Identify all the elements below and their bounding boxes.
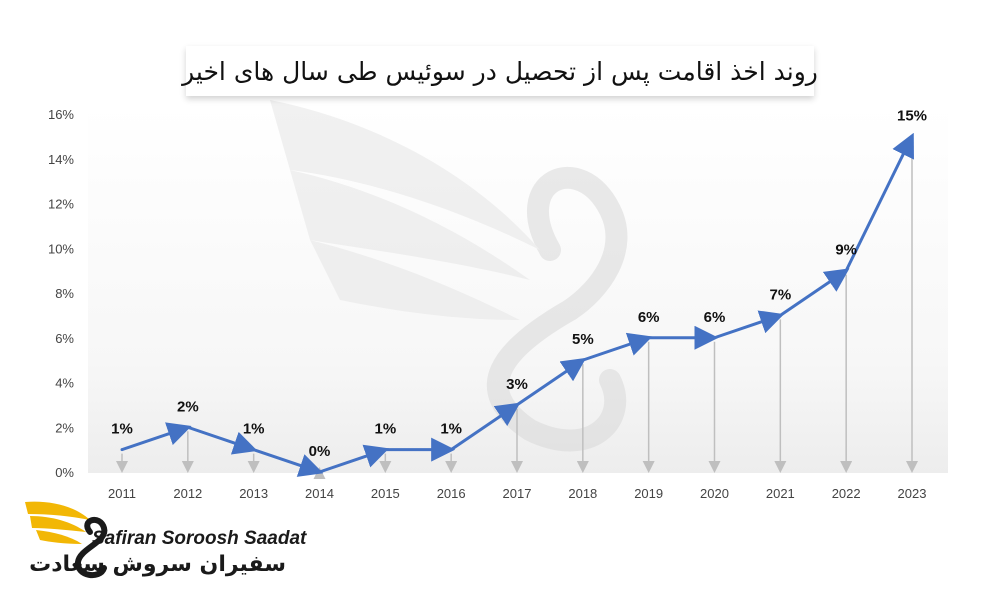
data-point: [186, 425, 190, 429]
brand-name-persian: سفیران سروش سعادت: [29, 552, 286, 577]
data-point: [515, 403, 519, 407]
brand-name-english: Safiran Soroosh Saadat: [92, 528, 307, 549]
x-tick-label: 2015: [371, 486, 400, 501]
data-label: 9%: [835, 242, 857, 259]
x-tick-label: 2018: [568, 486, 597, 501]
data-point: [778, 313, 782, 317]
x-tick-label: 2023: [898, 486, 927, 501]
x-tick-label: 2022: [832, 486, 861, 501]
x-tick-label: 2021: [766, 486, 795, 501]
series-line-segment: [844, 132, 914, 272]
x-tick-label: 2020: [700, 486, 729, 501]
data-point: [910, 134, 914, 138]
data-label: 2%: [177, 398, 199, 415]
chart-title: روند اخذ اقامت پس از تحصیل در سوئیس طی س…: [182, 56, 818, 86]
data-point: [120, 448, 124, 452]
y-tick-label: 8%: [55, 286, 74, 301]
data-label: 5%: [572, 331, 594, 348]
data-point: [318, 470, 321, 474]
series-line-segment: [516, 357, 587, 407]
data-label: 15%: [897, 107, 927, 124]
data-label: 6%: [704, 309, 726, 326]
x-tick-label: 2013: [239, 486, 268, 501]
data-label: 3%: [506, 376, 528, 393]
series-line-segment: [779, 268, 850, 317]
x-tick-label: 2016: [437, 486, 466, 501]
y-tick-label: 16%: [48, 107, 74, 122]
series-line-segment: [319, 444, 390, 474]
chart-title-box: روند اخذ اقامت پس از تحصیل در سوئیس طی س…: [182, 46, 818, 96]
series-line-segment: [253, 448, 324, 477]
x-tick-label: 2011: [108, 486, 136, 501]
data-label: 1%: [374, 421, 396, 438]
data-point: [844, 269, 848, 273]
data-point: [252, 448, 256, 452]
data-label: 1%: [440, 421, 462, 438]
y-tick-label: 2%: [55, 420, 74, 435]
data-label: 7%: [769, 286, 791, 303]
data-point: [713, 336, 716, 340]
y-tick-label: 4%: [55, 376, 74, 391]
series-line-segment: [187, 425, 258, 455]
data-point: [581, 358, 585, 362]
y-tick-label: 14%: [48, 152, 74, 167]
data-point: [383, 448, 387, 452]
data-label: 0%: [309, 443, 331, 460]
x-tick-label: 2017: [503, 486, 532, 501]
series-line-segment: [450, 402, 521, 451]
y-tick-label: 10%: [48, 241, 74, 256]
y-tick-label: 0%: [55, 465, 74, 480]
data-label: 1%: [243, 421, 265, 438]
series-line-segment: [714, 310, 785, 340]
x-tick-label: 2014: [305, 486, 334, 501]
series-line-segment: [121, 422, 192, 452]
x-tick-label: 2012: [173, 486, 202, 501]
x-tick-label: 2019: [634, 486, 663, 501]
series-line-segment: [582, 332, 653, 362]
data-label: 1%: [111, 421, 133, 438]
data-point: [449, 448, 453, 452]
watermark-bird-logo: [270, 100, 628, 452]
brand-logo: [25, 501, 108, 579]
data-point: [647, 336, 651, 340]
data-label: 6%: [638, 309, 660, 326]
y-tick-label: 6%: [55, 331, 74, 346]
y-tick-label: 12%: [48, 197, 74, 212]
